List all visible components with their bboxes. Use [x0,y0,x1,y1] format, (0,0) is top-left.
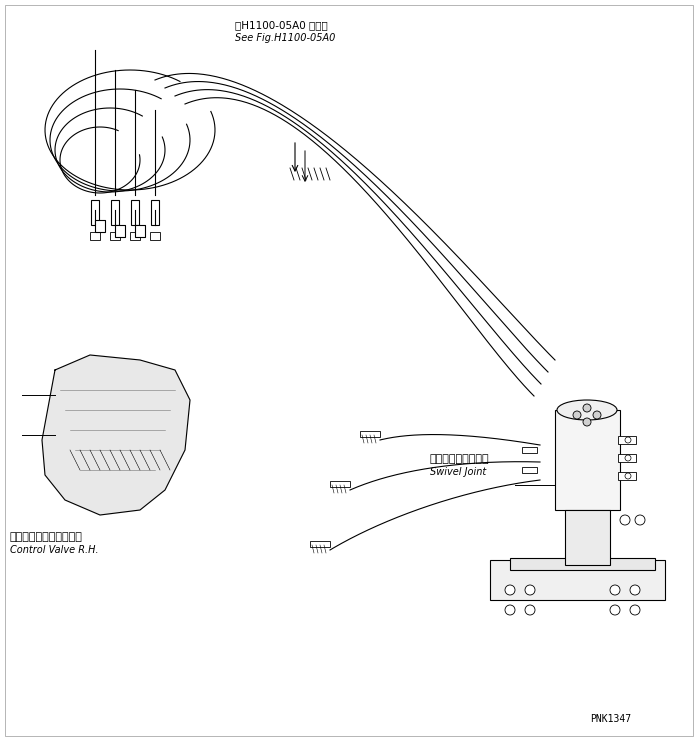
Bar [310,541,330,547]
Circle shape [583,404,591,412]
Text: PNK1347: PNK1347 [590,714,631,724]
Bar [90,232,100,240]
Circle shape [610,585,620,595]
Bar [91,200,99,225]
Bar [135,225,145,237]
Circle shape [610,605,620,615]
Text: Control Valve R.H.: Control Valve R.H. [10,545,98,555]
Bar [110,232,120,240]
Bar [130,232,140,240]
Text: 第H1100-05A0 図参照: 第H1100-05A0 図参照 [235,20,328,30]
Bar [522,447,537,453]
Bar [618,472,636,480]
Polygon shape [42,355,190,515]
Circle shape [573,411,581,419]
Bar [95,220,105,232]
Circle shape [505,585,515,595]
Circle shape [525,605,535,615]
Circle shape [583,418,591,426]
Bar [115,225,125,237]
FancyBboxPatch shape [490,560,665,600]
Text: コントロールバルブ右側: コントロールバルブ右側 [10,532,83,542]
Bar [522,467,537,473]
Bar [111,200,119,225]
Bar [618,436,636,444]
Circle shape [630,585,640,595]
Bar [360,431,380,437]
Bar [150,232,160,240]
Bar [151,200,159,225]
Circle shape [635,515,645,525]
Bar [555,410,620,510]
Circle shape [620,515,630,525]
Bar [618,454,636,462]
Text: Swivel Joint: Swivel Joint [430,467,487,477]
Bar [131,200,139,225]
Circle shape [630,605,640,615]
Circle shape [505,605,515,615]
Circle shape [593,411,601,419]
Bar [565,510,610,565]
Text: See Fig.H1100-05A0: See Fig.H1100-05A0 [235,33,335,43]
Circle shape [625,437,631,443]
Circle shape [525,585,535,595]
Ellipse shape [557,400,617,420]
Bar [510,558,655,570]
Bar [330,481,350,487]
Circle shape [625,473,631,479]
Circle shape [625,455,631,461]
Text: スイベルジョイント: スイベルジョイント [430,454,489,464]
